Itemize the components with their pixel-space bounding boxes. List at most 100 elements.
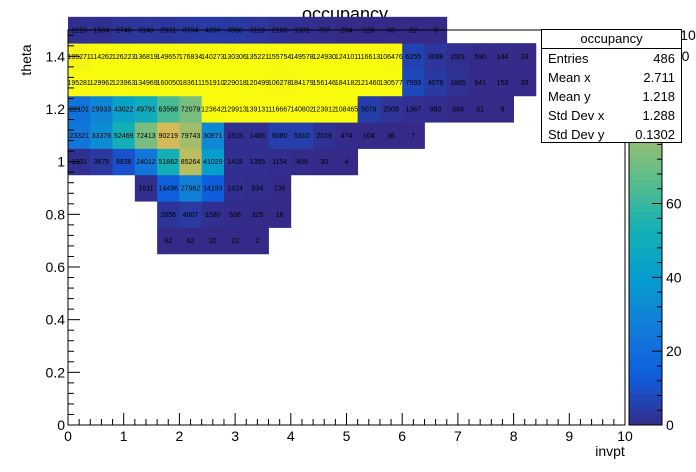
heatmap-cell xyxy=(157,95,180,123)
heatmap-cell xyxy=(134,69,158,97)
cell-value-label: 63 xyxy=(387,28,395,35)
cell-value-label: 4079 xyxy=(428,80,444,87)
cell-value-label: 1331 xyxy=(71,159,87,166)
heatmap-cell xyxy=(179,227,203,255)
cell-value-label: 20 xyxy=(209,238,217,245)
cell-value-label: 538 xyxy=(229,212,241,219)
cell-value-label: 106278 xyxy=(268,80,291,87)
colorbar-segment xyxy=(629,274,662,284)
cell-value-label: 149578 xyxy=(290,54,313,61)
cell-value-label: 130577 xyxy=(379,80,402,87)
heatmap-cell xyxy=(90,43,113,70)
cell-value-label: 3675 xyxy=(94,159,110,166)
cell-value-label: 3119 xyxy=(250,28,265,35)
cell-value-label: 104 xyxy=(363,133,375,140)
cell-value-label: 79743 xyxy=(181,133,201,140)
cell-value-label: 140273 xyxy=(201,54,224,61)
colorbar-segment xyxy=(629,353,662,363)
cell-value-label: 29933 xyxy=(92,107,112,114)
heatmap-cell xyxy=(112,148,136,176)
cell-value-label: 136819 xyxy=(134,54,157,61)
cell-value-label: 14496 xyxy=(159,186,179,193)
heatmap-cell xyxy=(90,69,113,97)
cell-value-label: 1580 xyxy=(205,212,221,219)
cell-value-label: 123963 xyxy=(112,80,135,87)
cell-value-label: 23321 xyxy=(69,133,89,140)
colorbar-segment xyxy=(629,203,662,213)
cell-value-label: 4007 xyxy=(183,212,199,219)
cell-value-label: 1865 xyxy=(450,80,466,87)
colorbar-segment xyxy=(629,140,662,149)
cell-value-label: 116667 xyxy=(268,107,291,114)
y-tick-label: 1.4 xyxy=(46,48,66,64)
cell-value-label: 116613 xyxy=(357,54,380,61)
x-tick-label: 10 xyxy=(617,428,633,444)
y-tick-label: 0 xyxy=(57,417,65,433)
heatmap-cell xyxy=(402,122,425,149)
heatmap-cell xyxy=(246,174,269,202)
heatmap-cell xyxy=(290,122,314,149)
stats-value: 1.218 xyxy=(642,89,675,104)
cell-value-label: 9 xyxy=(501,107,505,114)
heatmap-cell xyxy=(223,122,247,149)
heatmap-cell xyxy=(90,95,113,123)
cell-value-label: 934 xyxy=(252,186,264,193)
stats-title: occupancy xyxy=(542,30,681,49)
colorbar-segment xyxy=(629,322,662,331)
cell-value-label: 30 xyxy=(320,159,328,166)
cell-value-label: 24012 xyxy=(136,159,156,166)
cell-value-label: 1501 xyxy=(450,54,466,61)
heatmap-cell xyxy=(201,69,225,97)
heatmap-cell xyxy=(246,69,269,97)
colorbar-segment xyxy=(629,385,662,394)
cell-value-label: 51 xyxy=(476,107,484,114)
x-tick-label: 2 xyxy=(176,428,184,444)
colorbar-segment xyxy=(629,298,662,307)
heatmap-cell xyxy=(357,69,381,97)
cell-value-label: 151910 xyxy=(201,80,224,87)
colorbar-segment xyxy=(629,156,662,165)
heatmap-cell xyxy=(313,122,336,149)
heatmap-cell xyxy=(402,95,425,123)
cell-value-label: 130306 xyxy=(223,54,246,61)
cell-value-label: 33 xyxy=(521,80,529,87)
cell-value-label: 126223 xyxy=(112,54,135,61)
heatmap-cell xyxy=(201,122,225,149)
heatmap-cell xyxy=(290,43,314,70)
stats-label: Mean x xyxy=(548,70,591,85)
cell-value-label: 6255 xyxy=(406,54,422,61)
heatmap-cell xyxy=(179,43,203,70)
cell-value-label: 153 xyxy=(497,80,509,87)
y-tick-label: 1 xyxy=(57,154,65,170)
stats-row-mean-y: Mean y 1.218 xyxy=(542,87,681,106)
heatmap-cell xyxy=(290,69,314,97)
heatmap-cell xyxy=(223,174,247,202)
cell-value-label: 1418 xyxy=(227,159,243,166)
heatmap-cell xyxy=(134,95,158,123)
cell-value-label: 135221 xyxy=(246,54,269,61)
heatmap-cell xyxy=(491,95,514,123)
heatmap-cell xyxy=(223,95,247,123)
cell-value-label: 124101 xyxy=(335,54,358,61)
cell-value-label: 184179 xyxy=(290,80,313,87)
cell-value-label: 294 xyxy=(341,28,353,35)
cell-value-label: 990 xyxy=(430,107,442,114)
heatmap-cell xyxy=(201,43,225,70)
heatmap-cell xyxy=(134,122,158,149)
stats-row-mean-x: Mean x 2.711 xyxy=(542,68,681,87)
heatmap-cell xyxy=(335,148,359,176)
cell-value-label: 4 xyxy=(345,159,349,166)
heatmap-cell xyxy=(68,69,91,97)
cell-value-label: 3140 xyxy=(138,28,154,35)
cell-value-label: 9936 xyxy=(116,159,132,166)
heatmap-cell xyxy=(268,174,292,202)
cell-value-label: 134969 xyxy=(134,80,157,87)
heatmap-cell xyxy=(68,122,91,149)
stats-value: 2.711 xyxy=(643,70,675,85)
cell-value-label: 1011 xyxy=(138,186,153,193)
heatmap-cell xyxy=(223,69,247,97)
heatmap-cell xyxy=(402,69,425,97)
heatmap-cell xyxy=(313,43,336,70)
heatmap-cell xyxy=(313,95,336,123)
heatmap-cell xyxy=(179,95,203,123)
